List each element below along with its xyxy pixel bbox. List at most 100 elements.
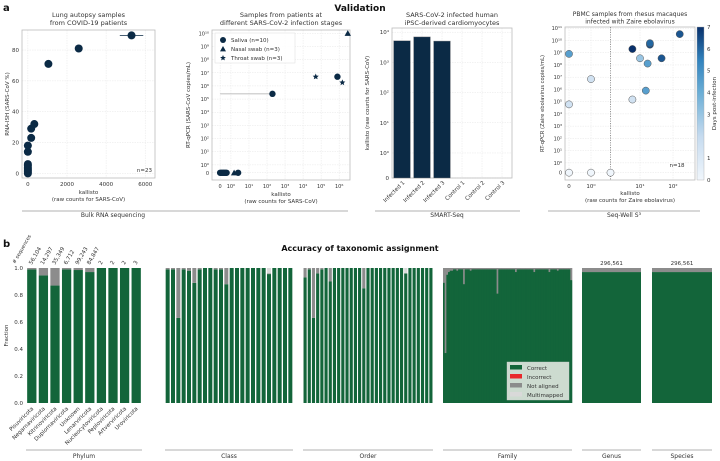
family-bar-not-aligned xyxy=(533,268,536,273)
y-tick-label: 0.6 xyxy=(14,320,23,326)
family-bar-correct xyxy=(570,280,573,403)
order-bar-correct xyxy=(311,317,316,403)
plot2-xlabel-line: kallisto xyxy=(271,192,291,198)
phylum-bar-correct xyxy=(61,269,72,403)
family-bar-correct xyxy=(501,269,504,403)
y-tick-label: 0.8 xyxy=(14,293,23,299)
order-bar-correct xyxy=(412,268,416,403)
family-bar-correct xyxy=(494,269,497,403)
legend-swatch xyxy=(510,383,522,388)
group-label-order: Order xyxy=(359,453,377,460)
family-bar-not-aligned xyxy=(561,268,564,270)
y-tick-label: 10¹⁰ xyxy=(199,31,209,37)
class-bar-correct xyxy=(187,270,191,403)
throat-swab-point xyxy=(312,73,319,80)
family-bar-correct xyxy=(458,269,461,403)
panel-b-letter: b xyxy=(3,239,10,250)
family-bar-not-aligned xyxy=(510,268,512,270)
plot4-title-line: infected with Zaire ebolavirus xyxy=(585,19,674,26)
nasal-swab-point xyxy=(220,46,226,52)
y-tick-label: 10¹ xyxy=(201,150,209,156)
class-bar-correct xyxy=(240,268,245,403)
sequence-count: 2 xyxy=(121,260,128,266)
class-bar-not-aligned xyxy=(165,268,170,270)
order-bar-correct xyxy=(358,268,362,403)
family-bar-correct xyxy=(538,269,541,403)
family-bar-correct xyxy=(456,270,459,403)
order-bar-correct xyxy=(383,268,387,403)
family-bar-not-aligned xyxy=(565,268,568,270)
data-point xyxy=(565,100,573,109)
class-bar-correct xyxy=(267,274,271,403)
bar-infected-1 xyxy=(393,40,411,179)
family-bar-correct xyxy=(533,272,536,403)
family-bar-correct xyxy=(459,269,462,403)
family-bar-correct xyxy=(563,269,566,403)
family-bar-correct xyxy=(555,269,558,403)
family-bar-correct xyxy=(454,269,457,403)
family-bar-correct xyxy=(489,269,492,403)
class-bar-correct xyxy=(288,268,293,403)
family-bar-not-aligned xyxy=(518,268,521,270)
data-point xyxy=(27,133,36,142)
family-bar-not-aligned xyxy=(478,268,481,270)
family-bar-not-aligned xyxy=(523,268,526,270)
phylum-bar-correct xyxy=(73,270,83,403)
family-bar-correct xyxy=(446,274,449,403)
family-bar-correct xyxy=(461,269,464,403)
colorbar-tick-label: 5 xyxy=(707,69,711,75)
plot2-xlabel-line: (raw counts for SARS-CoV) xyxy=(244,199,317,205)
family-bar-correct xyxy=(531,269,534,403)
section-label-seqwell: Seq-Well S³ xyxy=(607,212,642,219)
order-bar-correct xyxy=(353,268,357,403)
family-bar-correct xyxy=(463,284,466,403)
family-bar-not-aligned xyxy=(556,268,559,271)
order-bar-correct xyxy=(341,268,345,403)
family-bar-correct xyxy=(560,269,563,403)
family-bar-not-aligned xyxy=(508,268,511,270)
data-point xyxy=(641,86,650,95)
data-point xyxy=(636,54,644,63)
order-bar-correct xyxy=(303,277,307,403)
plot1-ylabel: RNA-ISH (SARS-CoV %) xyxy=(5,72,11,135)
x-tick-label: 10³ xyxy=(281,184,289,190)
class-bar-correct xyxy=(277,268,282,403)
y-tick-label: 80 xyxy=(12,48,19,54)
plot2-title-line: different SARS-CoV-2 infection stages xyxy=(220,19,343,27)
family-bar-not-aligned xyxy=(476,268,479,270)
family-bar-correct xyxy=(444,353,447,403)
phylum-bar-not-aligned xyxy=(85,268,95,273)
class-bar-multimapped xyxy=(267,268,271,274)
data-point xyxy=(587,168,595,177)
order-bar-correct xyxy=(328,281,332,403)
group-label-class: Class xyxy=(221,453,237,460)
family-bar-correct xyxy=(556,270,559,403)
family-bar-correct xyxy=(483,269,486,403)
family-bar-correct xyxy=(473,269,476,403)
family-bar-correct xyxy=(530,269,533,403)
x-tick-label: 10¹ xyxy=(635,183,644,190)
order-bar-correct xyxy=(349,268,353,403)
order-bar-correct xyxy=(337,268,341,403)
y-tick-label: 10² xyxy=(554,136,562,142)
phylum-bar-correct xyxy=(50,285,60,403)
species-bar-not-aligned xyxy=(652,268,712,273)
family-bar-correct xyxy=(474,269,477,403)
class-bar-correct xyxy=(208,268,213,403)
x-tick-label: 10⁵ xyxy=(317,184,325,190)
species-bar-correct xyxy=(652,272,712,403)
phylum-bar-correct xyxy=(85,272,95,403)
y-tick-label: 0.2 xyxy=(14,374,23,380)
family-bar-not-aligned xyxy=(526,268,529,270)
plot3-axes xyxy=(391,27,513,179)
data-point xyxy=(675,30,684,38)
plot1-title-line: Lung autopsy samples xyxy=(52,11,126,19)
class-bar-not-aligned xyxy=(267,273,271,275)
family-bar-not-aligned xyxy=(499,268,502,270)
family-bar-correct xyxy=(478,269,481,403)
family-bar-correct xyxy=(503,269,506,403)
sequence-count: 2 xyxy=(110,260,117,266)
family-bar-not-aligned xyxy=(515,268,518,273)
order-bar-correct xyxy=(332,268,337,403)
family-bar-correct xyxy=(449,270,452,403)
